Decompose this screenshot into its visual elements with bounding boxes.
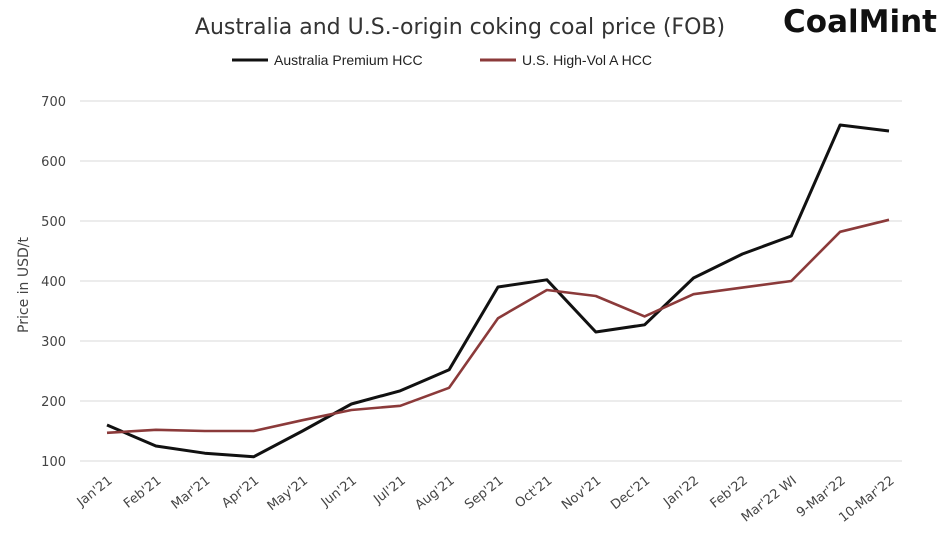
x-tick-label: Apr'21	[219, 473, 262, 511]
series-lines	[106, 123, 890, 459]
x-tick-label: Jul'21	[370, 473, 408, 507]
gridlines	[80, 100, 902, 462]
series-line-australia-premium-hcc	[106, 123, 890, 459]
x-tick-label: Sep'21	[462, 473, 506, 512]
x-tick-label: Jun'21	[318, 473, 360, 510]
y-tick-label: 400	[41, 275, 66, 290]
y-axis-ticks: 100 200 300 400 500 600 700	[41, 95, 66, 470]
legend-label: U.S. High-Vol A HCC	[522, 52, 652, 68]
x-tick-label: Oct'21	[513, 473, 556, 511]
x-tick-label: Feb'22	[708, 473, 751, 511]
x-tick-label: Jan'21	[74, 473, 116, 510]
x-tick-label: Nov'21	[559, 473, 604, 513]
x-tick-label: Dec'21	[608, 473, 653, 513]
legend: Australia Premium HCC U.S. High-Vol A HCC	[232, 52, 652, 68]
y-tick-label: 300	[41, 335, 66, 350]
x-axis-ticks: Jan'21 Feb'21 Mar'21 Apr'21 May'21 Jun'21 Jul'…	[74, 473, 898, 525]
x-tick-label: Jan'22	[660, 473, 702, 510]
y-tick-label: 600	[41, 155, 66, 170]
chart-title: Australia and U.S.-origin coking coal pr…	[195, 15, 725, 40]
series-line-us-high-vol-a-hcc	[106, 218, 890, 435]
y-tick-label: 100	[41, 455, 66, 470]
x-tick-label: May'21	[265, 473, 311, 514]
y-tick-label: 700	[41, 95, 66, 110]
brand-logo: CoalMint	[783, 4, 937, 40]
y-tick-label: 200	[41, 395, 66, 410]
legend-label: Australia Premium HCC	[274, 52, 423, 68]
y-axis-label: Price in USD/t	[16, 237, 32, 333]
x-tick-label: Feb'21	[121, 473, 164, 511]
y-tick-label: 500	[41, 215, 66, 230]
x-tick-label: Aug'21	[412, 473, 457, 513]
x-tick-label: Mar'22 WI	[739, 473, 800, 525]
x-tick-label: Mar'21	[169, 473, 213, 512]
